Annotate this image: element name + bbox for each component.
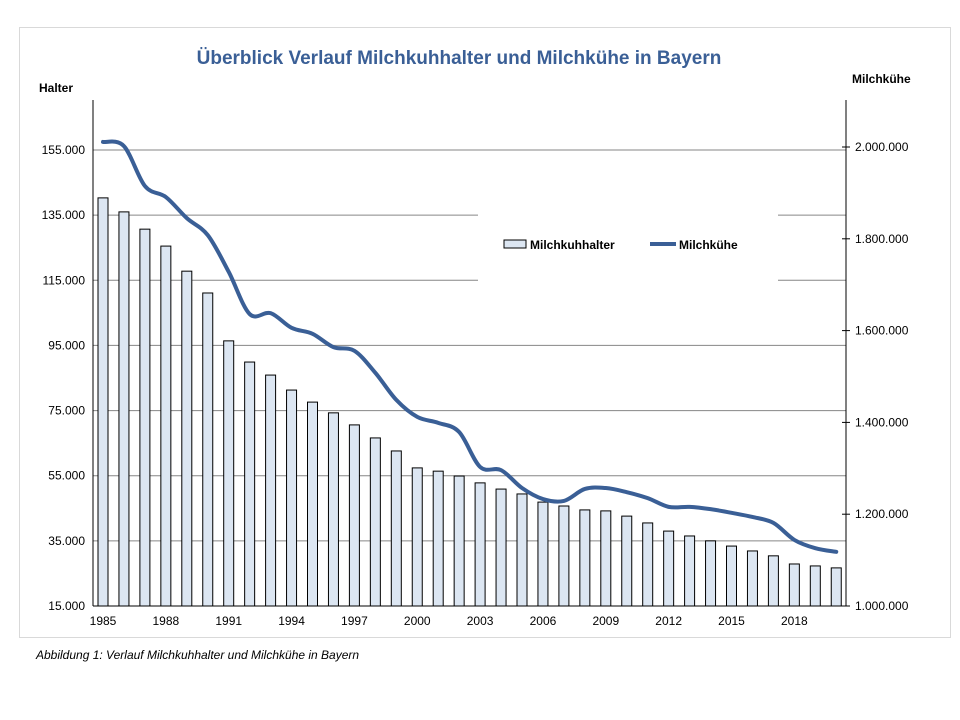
x-tick-label: 2000 bbox=[404, 614, 431, 628]
right-axis-label: Milchkühe bbox=[852, 72, 911, 86]
legend-background bbox=[478, 200, 778, 290]
bar bbox=[202, 292, 214, 607]
bar bbox=[244, 361, 256, 607]
bar bbox=[181, 270, 193, 607]
bar bbox=[600, 510, 612, 607]
bar bbox=[369, 437, 381, 607]
bar bbox=[453, 475, 465, 607]
left-tick-label: 75.000 bbox=[48, 404, 85, 418]
x-tick-label: 1994 bbox=[278, 614, 305, 628]
legend-label: Milchkuhhalter bbox=[530, 238, 615, 252]
x-tick-label: 2012 bbox=[655, 614, 682, 628]
x-tick-label: 2003 bbox=[467, 614, 494, 628]
right-tick-label: 1.800.000 bbox=[855, 232, 909, 246]
left-tick-label: 35.000 bbox=[48, 534, 85, 548]
bar bbox=[537, 501, 549, 607]
x-tick-label: 1988 bbox=[152, 614, 179, 628]
right-tick-label: 2.000.000 bbox=[855, 140, 909, 154]
bar bbox=[474, 482, 486, 607]
bar bbox=[265, 374, 277, 607]
bar bbox=[286, 389, 298, 607]
bar bbox=[516, 493, 528, 607]
left-tick-label: 15.000 bbox=[48, 599, 85, 613]
bar bbox=[767, 555, 779, 607]
right-tick-label: 1.600.000 bbox=[855, 324, 909, 338]
left-tick-label: 95.000 bbox=[48, 338, 85, 352]
bar bbox=[348, 424, 360, 607]
bar bbox=[809, 565, 821, 607]
bar bbox=[97, 197, 109, 607]
bar bbox=[705, 540, 717, 607]
bar bbox=[788, 563, 800, 607]
bar bbox=[726, 545, 737, 607]
bar bbox=[118, 211, 130, 607]
x-tick-label: 2015 bbox=[718, 614, 745, 628]
bar bbox=[390, 450, 402, 607]
legend-label: Milchkühe bbox=[679, 238, 738, 252]
x-tick-label: 1991 bbox=[215, 614, 242, 628]
bar bbox=[684, 535, 696, 607]
x-tick-label: 2006 bbox=[530, 614, 557, 628]
bar bbox=[411, 467, 423, 607]
x-tick-label: 2009 bbox=[592, 614, 619, 628]
bar bbox=[746, 550, 758, 607]
x-tick-label: 1985 bbox=[90, 614, 117, 628]
bar bbox=[495, 488, 507, 607]
line-milchkuehe bbox=[101, 139, 839, 554]
bar bbox=[663, 530, 675, 607]
left-axis-label: Halter bbox=[39, 81, 73, 95]
bar bbox=[307, 401, 318, 607]
left-tick-label: 115.000 bbox=[43, 273, 86, 287]
bar bbox=[327, 412, 339, 607]
left-tick-label: 55.000 bbox=[48, 469, 85, 483]
chart-title: Überblick Verlauf Milchkuhhalter und Mil… bbox=[197, 48, 722, 69]
right-tick-label: 1.200.000 bbox=[855, 507, 909, 521]
x-tick-label: 1997 bbox=[341, 614, 368, 628]
left-tick-label: 135.000 bbox=[42, 208, 86, 222]
bar bbox=[160, 245, 172, 607]
bar bbox=[579, 509, 591, 607]
bar bbox=[558, 505, 570, 607]
bar bbox=[621, 515, 633, 607]
bar bbox=[223, 340, 235, 607]
bar bbox=[432, 470, 444, 607]
bar bbox=[830, 567, 842, 607]
bar bbox=[139, 228, 151, 607]
figure-caption: Abbildung 1: Verlauf Milchkuhhalter und … bbox=[36, 648, 360, 662]
left-tick-label: 155.000 bbox=[42, 143, 86, 157]
right-tick-label: 1.000.000 bbox=[855, 599, 909, 613]
right-tick-label: 1.400.000 bbox=[855, 415, 909, 429]
bar bbox=[642, 522, 654, 607]
x-tick-label: 2018 bbox=[781, 614, 808, 628]
legend-swatch-bar bbox=[503, 239, 527, 249]
